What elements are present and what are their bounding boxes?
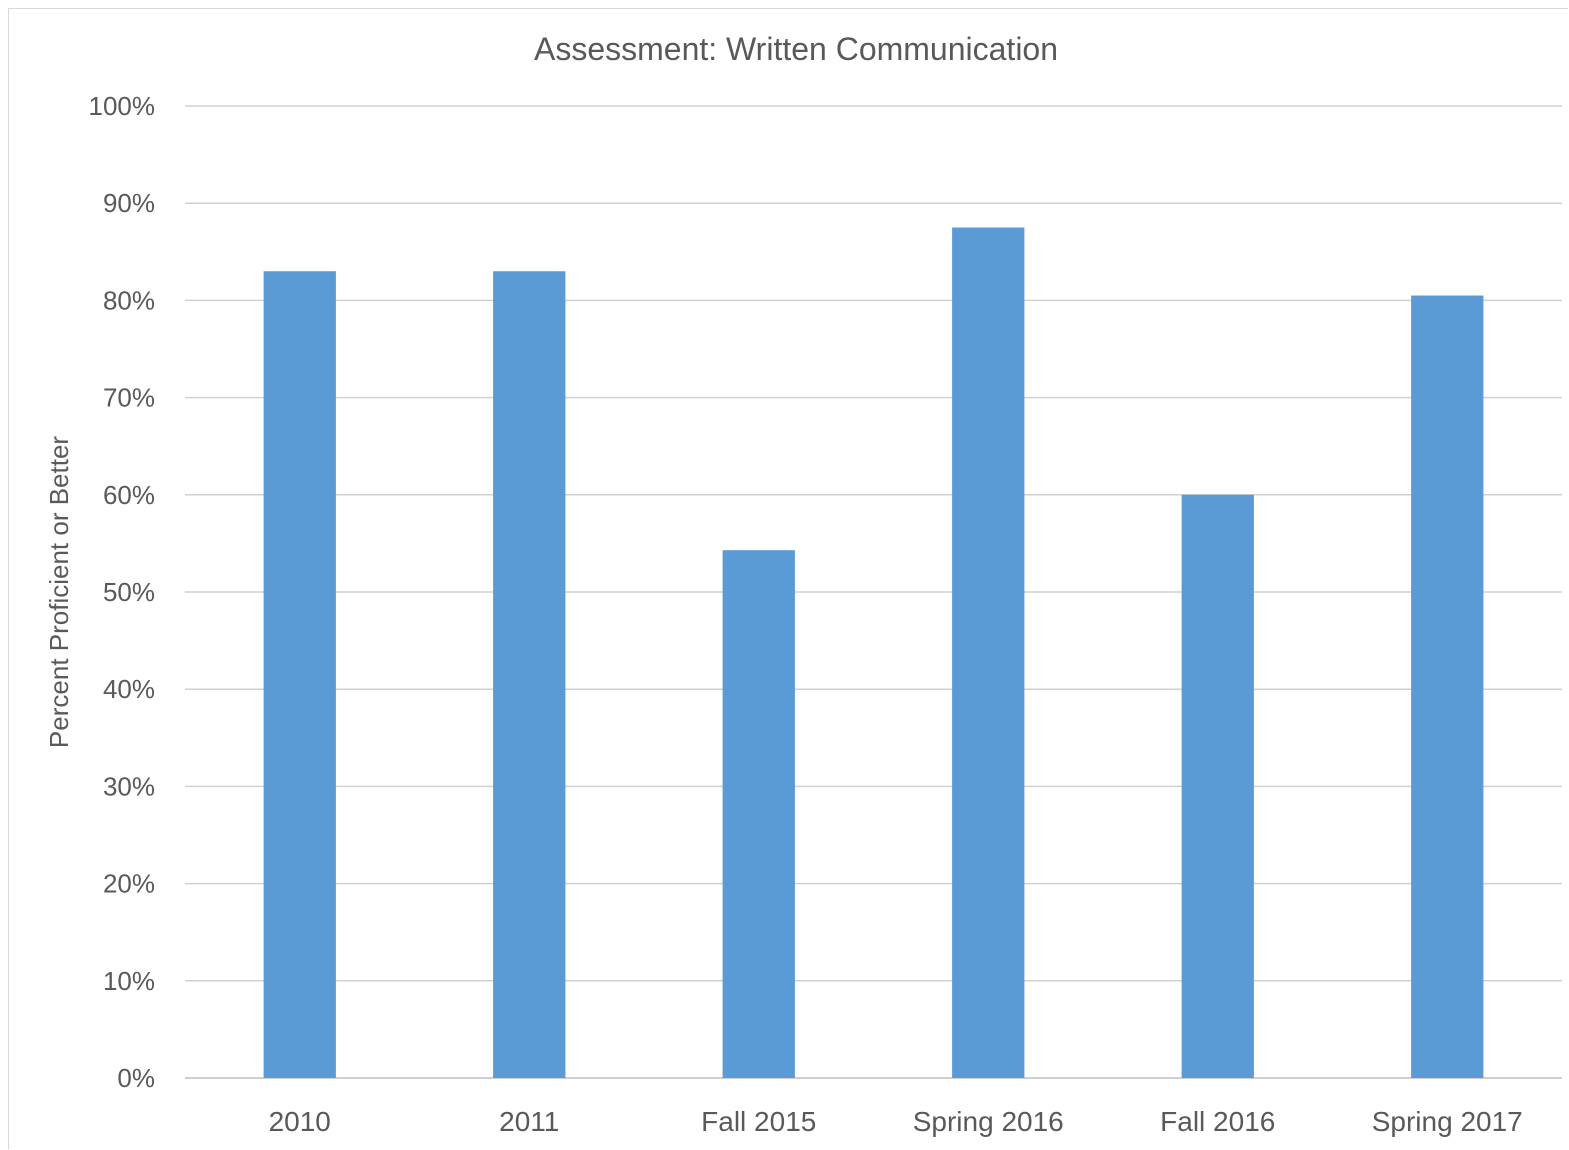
bar [952, 227, 1025, 1078]
y-tick-label: 0% [117, 1063, 155, 1093]
bar [1181, 494, 1254, 1078]
y-tick-label: 30% [103, 771, 155, 801]
y-tick-label: 20% [103, 869, 155, 899]
bars [263, 227, 1484, 1078]
bar [1411, 295, 1484, 1078]
y-tick-label: 100% [89, 91, 156, 121]
y-tick-label: 80% [103, 285, 155, 315]
y-tick-label: 40% [103, 674, 155, 704]
bar [263, 271, 336, 1078]
x-tick-label: 2011 [499, 1106, 559, 1137]
x-tick-label: Spring 2017 [1372, 1106, 1523, 1137]
y-tick-label: 10% [103, 966, 155, 996]
x-tick-label: 2010 [269, 1106, 331, 1137]
y-tick-label: 90% [103, 188, 155, 218]
y-tick-label: 60% [103, 480, 155, 510]
x-tick-label: Spring 2016 [913, 1106, 1064, 1137]
gridlines [185, 105, 1562, 1079]
x-tick-labels: 2010 2011 Fall 2015 Spring 2016 Fall 2016 Spr… [269, 1106, 1523, 1137]
chart-title: Assessment: Written Communication [534, 31, 1058, 67]
x-tick-label: Fall 2015 [701, 1106, 816, 1137]
y-tick-label: 50% [103, 577, 155, 607]
y-tick-label: 70% [103, 383, 155, 413]
chart-frame [8, 8, 1568, 1149]
y-tick-labels: 0% 10% 20% 30% 40% 50% 60% 70% 80% 90% 100% [89, 91, 156, 1093]
bar [493, 271, 566, 1078]
bar [722, 550, 795, 1078]
x-tick-label: Fall 2016 [1160, 1106, 1275, 1137]
y-axis-label: Percent Proficient or Better [44, 436, 74, 748]
